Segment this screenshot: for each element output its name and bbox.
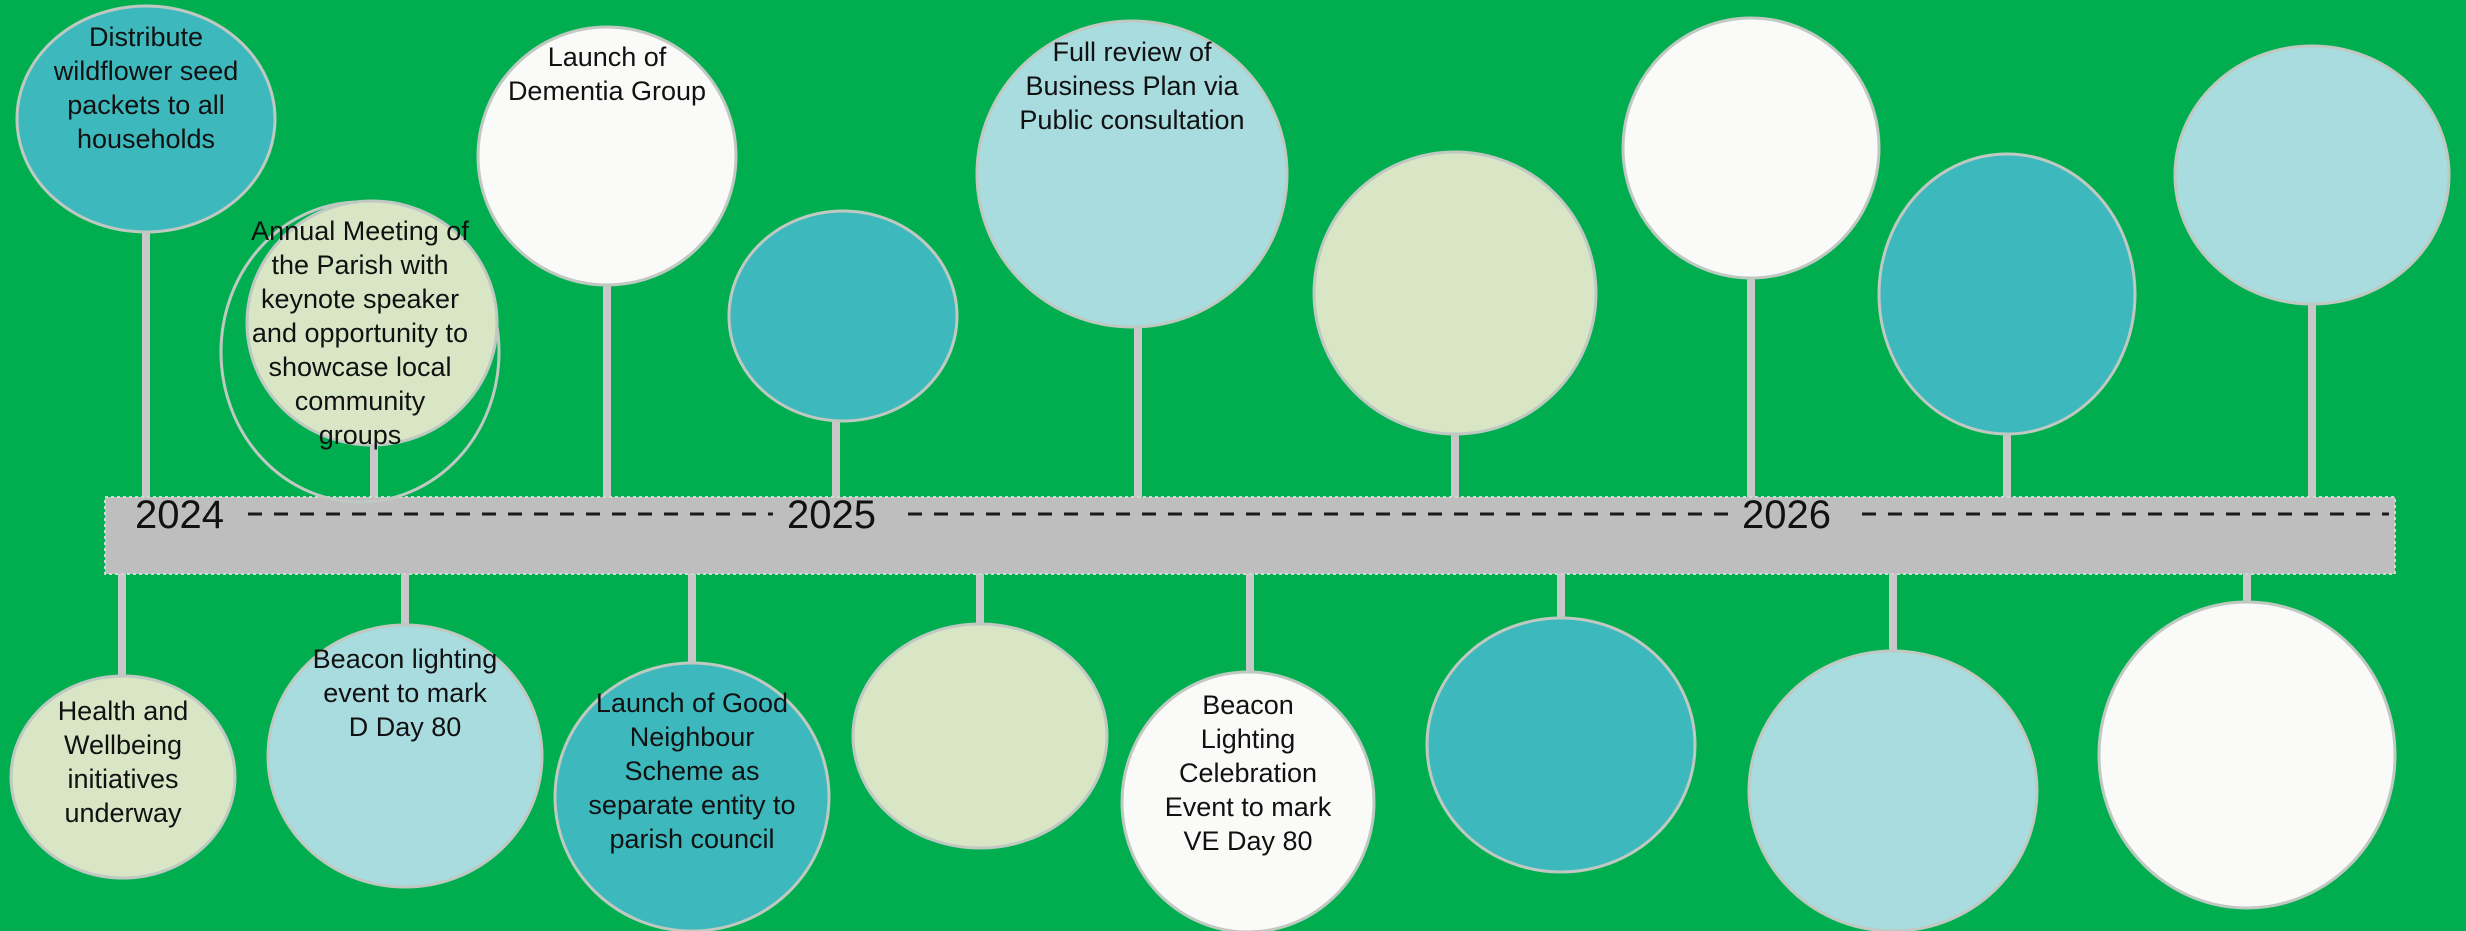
- event-bubble-below: [2097, 600, 2397, 910]
- timeline-bar-group: 2024 2025 2026: [104, 493, 2396, 575]
- event-bubble-below: [1747, 649, 2039, 931]
- event-label-line: Distribute: [89, 22, 203, 52]
- event-label-line: VE Day 80: [1183, 826, 1312, 856]
- event-label-line: event to mark: [323, 678, 487, 708]
- event-circle: [975, 19, 1289, 329]
- event-bubble-below: Beacon Lighting Celebration Event to mark VE…: [1120, 670, 1376, 931]
- event-bubble-below: Health and Wellbeing initiatives underway: [9, 674, 237, 880]
- event-circle: [851, 622, 1109, 850]
- event-label-line: D Day 80: [349, 712, 462, 742]
- event-label-line: underway: [64, 798, 182, 828]
- event-label-line: Dementia Group: [508, 76, 706, 106]
- event-bubble-above: Distribute wildflower seed packets to all h…: [15, 4, 277, 234]
- event-label-line: Launch of Good: [596, 688, 788, 718]
- event-label-line: keynote speaker: [261, 284, 459, 314]
- event-bubble-above: [1621, 16, 1881, 280]
- event-label-line: groups: [319, 420, 402, 450]
- event-circle: [1747, 649, 2039, 931]
- event-circle: [2097, 600, 2397, 910]
- event-label-line: households: [77, 124, 215, 154]
- year-label-2026: 2026: [1742, 493, 1831, 537]
- stems-layer: [118, 226, 2316, 682]
- event-label-line: packets to all: [67, 90, 225, 120]
- bubbles-layer: Distribute wildflower seed packets to all h…: [9, 4, 2451, 931]
- event-bubble-below: Launch of Good Neighbour Scheme as separate…: [553, 661, 831, 931]
- event-circle: [15, 4, 277, 234]
- event-circle: [1621, 16, 1881, 280]
- event-label-line: community: [295, 386, 426, 416]
- event-circle: [553, 661, 831, 931]
- event-bubble-above: [1312, 150, 1598, 436]
- event-label-line: parish council: [609, 824, 774, 854]
- event-circle: [1425, 616, 1697, 874]
- event-circle: [1312, 150, 1598, 436]
- event-label-line: separate entity to: [588, 790, 795, 820]
- timeline-bar: [104, 496, 2396, 575]
- event-circle: [2173, 44, 2451, 306]
- year-label-2025: 2025: [787, 493, 876, 537]
- event-label-line: Wellbeing: [64, 730, 182, 760]
- event-circle: [245, 199, 499, 447]
- event-circle: [9, 674, 237, 880]
- event-label-line: Event to mark: [1165, 792, 1332, 822]
- event-circle: [1877, 152, 2137, 436]
- event-label-line: Scheme as: [624, 756, 759, 786]
- event-label-line: Business Plan via: [1025, 71, 1239, 101]
- event-bubble-above: [2173, 44, 2451, 306]
- event-label-line: Annual Meeting of: [251, 216, 469, 246]
- event-label-line: initiatives: [67, 764, 178, 794]
- event-label-line: and opportunity to: [252, 318, 468, 348]
- event-label-line: Beacon lighting: [313, 644, 498, 674]
- event-bubble-above: Annual Meeting of the Parish with keynote …: [219, 199, 501, 504]
- event-label-line: the Parish with: [271, 250, 448, 280]
- event-bubble-below: [851, 622, 1109, 850]
- event-bubble-above: [1877, 152, 2137, 436]
- event-bubble-above: Launch of Dementia Group: [476, 25, 738, 287]
- event-bubble-above: Full review of Business Plan via Public co…: [975, 19, 1289, 329]
- event-label-line: Health and: [58, 696, 189, 726]
- event-circle: [1120, 670, 1376, 931]
- event-bubble-below: [1425, 616, 1697, 874]
- event-label-line: Neighbour: [630, 722, 755, 752]
- event-label-line: showcase local: [268, 352, 451, 382]
- event-label-line: Celebration: [1179, 758, 1317, 788]
- event-label-line: Launch of: [548, 42, 667, 72]
- event-label-line: wildflower seed: [53, 56, 239, 86]
- event-bubble-above: [727, 209, 959, 423]
- event-circle: [727, 209, 959, 423]
- event-circle: [266, 623, 544, 889]
- event-label-line: Beacon: [1202, 690, 1294, 720]
- event-bubble-below: Beacon lighting event to mark D Day 80: [266, 623, 544, 889]
- year-label-2024: 2024: [135, 493, 224, 537]
- event-label-line: Lighting: [1201, 724, 1296, 754]
- event-label-line: Full review of: [1052, 37, 1212, 67]
- event-circle: [476, 25, 738, 287]
- event-label-line: Public consultation: [1019, 105, 1244, 135]
